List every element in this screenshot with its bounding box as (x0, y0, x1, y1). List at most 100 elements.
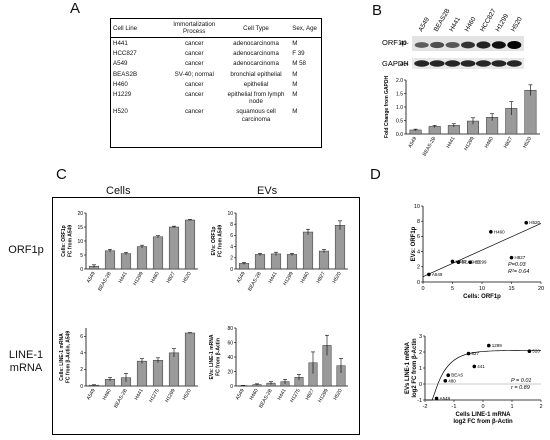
data-point (487, 343, 491, 348)
table-cell: M (292, 80, 298, 88)
data-point (466, 351, 471, 356)
table-header: Immortalization Process (166, 19, 222, 39)
bar (168, 226, 180, 270)
blot-band-orf1p (445, 42, 460, 48)
x-tick-label: H460 (249, 388, 260, 402)
table-cell: adenocarcinoma (233, 39, 279, 47)
y-tick-label: 6 (80, 334, 83, 340)
x-tick-label: 20 (538, 286, 544, 292)
bar (184, 332, 196, 387)
chart-c-evs-orf1p: 0 2 4 6 8 10 A549 BEAS-2B H441 H1299 H460 H827 H520 E… (211, 211, 348, 292)
blot-lane-label: A549 (417, 16, 431, 33)
y-tick-label: 2 (230, 256, 233, 262)
point-label: 520 (532, 349, 540, 354)
panel-label-a: A (70, 0, 81, 17)
bar (136, 246, 148, 270)
x-tick-label: H441 (118, 271, 129, 285)
x-tick-label: H827 (305, 388, 316, 402)
y-tick-label: 0 (80, 267, 83, 273)
y-tick-label: 1.5 (396, 91, 403, 97)
table-cell: cancer (184, 60, 204, 68)
column-header-evs: EVs (257, 185, 278, 197)
x-tick-label: H520 (522, 136, 533, 150)
table-cell: M (292, 70, 298, 78)
y-tick-label: 20 (227, 369, 233, 375)
blot-band-orf1p (491, 41, 506, 49)
point-label: A549 (440, 396, 451, 401)
data-point (450, 259, 455, 264)
y-axis-label: EVs: ORF1p (211, 227, 217, 256)
panel-label-d: D (370, 166, 381, 183)
table-cell: squamous cell carcinoma (236, 108, 276, 123)
point-label: H441 (456, 259, 467, 264)
y-tick-label: 4 (80, 351, 83, 357)
column-header-cells: Cells (106, 185, 131, 197)
y-tick-label: 4 (417, 249, 420, 255)
x-tick-label: -2 (423, 404, 428, 410)
y-axis-label: EVs LINE-1 mRNA (405, 341, 411, 394)
data-point (524, 220, 529, 225)
point-label: 827 (472, 351, 480, 356)
data-point (443, 379, 448, 383)
blot-lane-label: H441 (448, 16, 462, 33)
table-cell: M (292, 108, 298, 116)
y-tick-label: 2 (80, 367, 83, 373)
y-tick-label: 10 (414, 204, 420, 210)
data-point (489, 230, 493, 234)
x-tick-label: H441 (277, 388, 288, 402)
x-tick-label: H441 (134, 388, 145, 402)
table-cell: HCC827 (113, 50, 137, 58)
x-tick-label: H520 (182, 271, 193, 285)
table-cell: epithelial (243, 80, 269, 88)
blot-band-gapdh (414, 60, 430, 67)
table-header: Cell Line (111, 19, 167, 39)
stat-text: P = 0.01 (511, 378, 531, 384)
y-tick-label: 0 (419, 382, 422, 388)
chart-c-cells-orf1p: 0 5 10 15 20 A549 BEAS-2B H441 H1299 H460 H827 H520… (61, 211, 198, 292)
table-cell: adenocarcinoma (233, 50, 279, 58)
bar (428, 126, 441, 135)
row-label-orf1p: ORF1p (8, 244, 44, 256)
bar (254, 254, 266, 270)
trend-curve (426, 350, 542, 401)
y-tick-label: 0 (80, 384, 83, 390)
y-tick-label: 4 (230, 244, 233, 250)
x-tick-label: H827 (316, 271, 327, 285)
blot-marker: 40- (400, 41, 409, 47)
bar (120, 253, 132, 270)
point-label: H520 (529, 220, 540, 225)
table-header: Cell Type (221, 19, 291, 39)
y-tick-label: 40 (227, 355, 233, 361)
y-tick-label: 5 (80, 253, 83, 259)
y-axis-label: FC from β-Actin, A549 (66, 331, 72, 384)
x-tick-label: H1275 (289, 388, 302, 404)
y-tick-label: 1.0 (396, 105, 403, 111)
data-point (427, 272, 431, 277)
trend-line (422, 223, 542, 277)
table-row: H441 cancer adenocarcinoma M (111, 38, 321, 49)
x-tick-label: 1 (510, 404, 513, 410)
x-tick-label: H460 (150, 271, 161, 285)
blot-band-gapdh (491, 60, 507, 67)
y-tick-label: 20 (77, 211, 83, 217)
x-axis-label: Cells: ORF1p (463, 294, 501, 300)
bar (318, 250, 330, 270)
x-tick-label: H520 (332, 271, 343, 285)
y-axis-label: FC from A549 (68, 225, 74, 258)
blot-marker: 40- (400, 62, 409, 68)
y-tick-label: 2 (419, 350, 422, 356)
point-label: A549 (432, 272, 443, 277)
x-tick-label: H460 (102, 388, 113, 402)
point-label: 441 (477, 364, 485, 369)
table-cell: H441 (113, 39, 128, 47)
data-point (509, 255, 514, 260)
y-tick-label: 2 (417, 265, 420, 271)
y-tick-label: 0.0 (396, 132, 403, 138)
x-tick-label: BEAS-2B (258, 387, 274, 409)
table-cell: H460 (113, 80, 128, 88)
bar (270, 253, 282, 270)
x-tick-label: H827 (503, 136, 514, 150)
y-tick-label: 8 (417, 219, 420, 225)
x-tick-label: 2 (539, 404, 542, 410)
table-row: A549 cancer adenocarcinoma M 58 (111, 59, 321, 69)
